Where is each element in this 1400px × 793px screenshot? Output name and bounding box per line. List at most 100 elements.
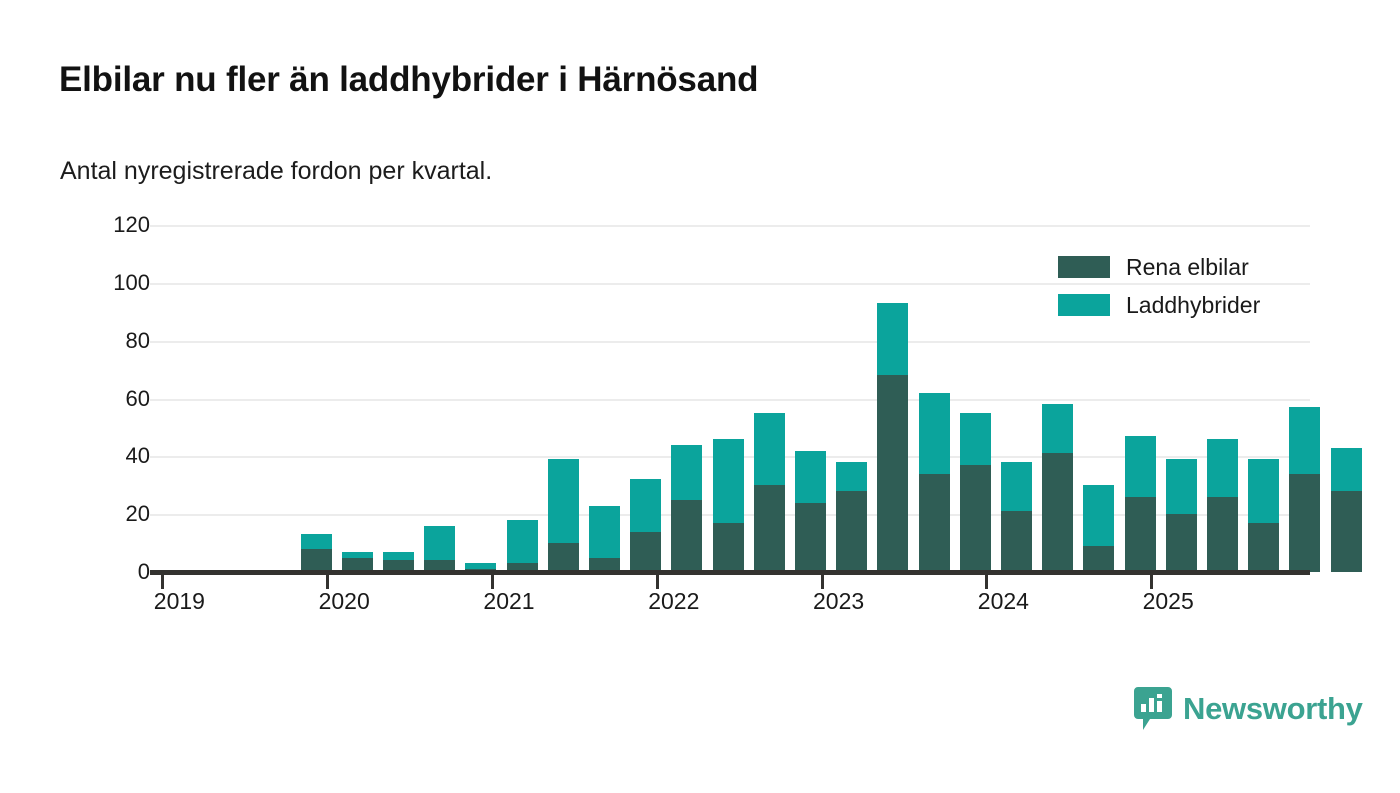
bar-2024-q2[interactable]: [1165, 225, 1197, 572]
bar-segment-rena-elbilar: [1248, 522, 1280, 572]
x-axis-tick-label: 2019: [153, 588, 205, 614]
bar-segment-rena-elbilar: [506, 563, 538, 572]
bar-segment-laddhybrider: [300, 534, 332, 549]
x-axis-line: [150, 570, 1310, 575]
bar-segment-laddhybrider: [506, 519, 538, 564]
bar-segment-rena-elbilar: [1083, 545, 1115, 572]
bar-2019-q4[interactable]: [424, 225, 456, 572]
bar-2023-q3[interactable]: [1042, 225, 1074, 572]
bar-segment-laddhybrider: [1330, 447, 1362, 492]
x-axis-tick: [491, 575, 494, 589]
bar-2021-q2[interactable]: [671, 225, 703, 572]
bar-2020-q4[interactable]: [588, 225, 620, 572]
bar-2021-q4[interactable]: [753, 225, 785, 572]
bar-segment-rena-elbilar: [1000, 511, 1032, 572]
bar-2022-q1[interactable]: [794, 225, 826, 572]
bar-segment-rena-elbilar: [671, 499, 703, 572]
bar-segment-laddhybrider: [424, 525, 456, 561]
bar-segment-rena-elbilar: [1165, 514, 1197, 572]
bar-segment-laddhybrider: [630, 479, 662, 532]
x-axis-tick: [1150, 575, 1154, 589]
bar-segment-rena-elbilar: [712, 522, 744, 572]
bar-2022-q3[interactable]: [877, 225, 909, 572]
bar-segment-rena-elbilar: [1206, 496, 1238, 572]
bar-2024-q1[interactable]: [1124, 225, 1156, 572]
gridline: [150, 398, 1310, 401]
logo-wordmark: Newsworthy: [1183, 691, 1363, 726]
bar-2024-q4[interactable]: [1248, 225, 1280, 572]
newsworthy-logo[interactable]: Newsworthy: [1134, 687, 1363, 731]
x-axis-tick: [820, 575, 824, 589]
bar-segment-laddhybrider: [547, 459, 579, 544]
bar-2023-q4[interactable]: [1083, 225, 1115, 572]
bar-segment-laddhybrider: [1165, 459, 1197, 515]
bar-2022-q2[interactable]: [836, 225, 868, 572]
bar-2025-q1[interactable]: [1289, 225, 1321, 572]
bar-2021-q1[interactable]: [630, 225, 662, 572]
bar-segment-laddhybrider: [836, 462, 868, 492]
bar-2023-q2[interactable]: [1000, 225, 1032, 572]
x-axis-tick-label: 2024: [977, 588, 1029, 614]
bar-segment-rena-elbilar: [382, 560, 414, 572]
bar-segment-rena-elbilar: [877, 375, 909, 572]
bar-2019-q1[interactable]: [300, 225, 332, 572]
legend-swatch-rena-elbilar: [1058, 256, 1110, 278]
bar-segment-rena-elbilar: [630, 531, 662, 572]
bar-segment-rena-elbilar: [918, 473, 950, 572]
bar-segment-laddhybrider: [1083, 485, 1115, 546]
bar-2019-q2[interactable]: [341, 225, 373, 572]
bar-2021-q3[interactable]: [712, 225, 744, 572]
bar-segment-laddhybrider: [1289, 407, 1321, 474]
bar-2022-q4[interactable]: [918, 225, 950, 572]
y-axis-tick-label: 120: [113, 212, 150, 237]
y-axis-tick-label: 0: [137, 559, 150, 584]
bar-segment-laddhybrider: [341, 551, 373, 558]
bar-segment-laddhybrider: [465, 563, 497, 570]
bar-2019-q3[interactable]: [382, 225, 414, 572]
legend-swatch-laddhybrider: [1058, 294, 1110, 316]
bar-2024-q3[interactable]: [1206, 225, 1238, 572]
x-axis-tick: [985, 575, 989, 589]
bar-segment-laddhybrider: [959, 412, 991, 466]
bar-segment-rena-elbilar: [547, 543, 579, 572]
x-axis-tick-label: 2020: [318, 588, 370, 614]
bar-2025-q3[interactable]: [1372, 225, 1400, 572]
plot-area: [150, 225, 1362, 572]
page-subtitle: Antal nyregistrerade fordon per kvartal.: [60, 157, 493, 185]
bar-segment-laddhybrider: [1000, 462, 1032, 512]
gridline: [150, 282, 1310, 285]
legend-label-rena-elbilar: Rena elbilar: [1126, 253, 1249, 280]
bar-segment-rena-elbilar: [836, 491, 868, 572]
gridline: [150, 225, 1310, 227]
bar-segment-rena-elbilar: [794, 502, 826, 572]
x-axis-tick-label: 2023: [813, 588, 865, 614]
bar-2023-q1[interactable]: [959, 225, 991, 572]
bar-chart-speech-bubble-icon: [1134, 687, 1172, 731]
legend-item-laddhybrider[interactable]: Laddhybrider: [1058, 286, 1260, 324]
x-axis-tick: [161, 575, 165, 589]
bar-segment-laddhybrider: [671, 444, 703, 500]
bar-segment-laddhybrider: [1042, 404, 1074, 454]
bar-segment-rena-elbilar: [1289, 473, 1321, 572]
bar-segment-laddhybrider: [1248, 459, 1280, 523]
page-title: Elbilar nu fler än laddhybrider i Härnös…: [59, 60, 759, 99]
bar-segment-rena-elbilar: [341, 557, 373, 572]
y-axis-tick-label: 40: [125, 443, 150, 469]
bar-segment-laddhybrider: [712, 439, 744, 523]
bar-segment-laddhybrider: [918, 392, 950, 474]
bar-2020-q1[interactable]: [465, 225, 497, 572]
bar-2020-q2[interactable]: [506, 225, 538, 572]
bar-segment-laddhybrider: [1206, 439, 1238, 497]
gridline: [150, 340, 1310, 343]
legend-item-rena-elbilar[interactable]: Rena elbilar: [1058, 248, 1260, 286]
y-axis-tick-label: 60: [125, 385, 150, 411]
bar-segment-rena-elbilar: [1330, 491, 1362, 572]
bar-segment-laddhybrider: [753, 412, 785, 486]
bar-2020-q3[interactable]: [547, 225, 579, 572]
bar-2025-q2[interactable]: [1330, 225, 1362, 572]
bar-segment-rena-elbilar: [300, 548, 332, 572]
legend-label-laddhybrider: Laddhybrider: [1126, 291, 1261, 318]
bar-segment-rena-elbilar: [588, 557, 620, 572]
bar-segment-rena-elbilar: [1124, 496, 1156, 572]
